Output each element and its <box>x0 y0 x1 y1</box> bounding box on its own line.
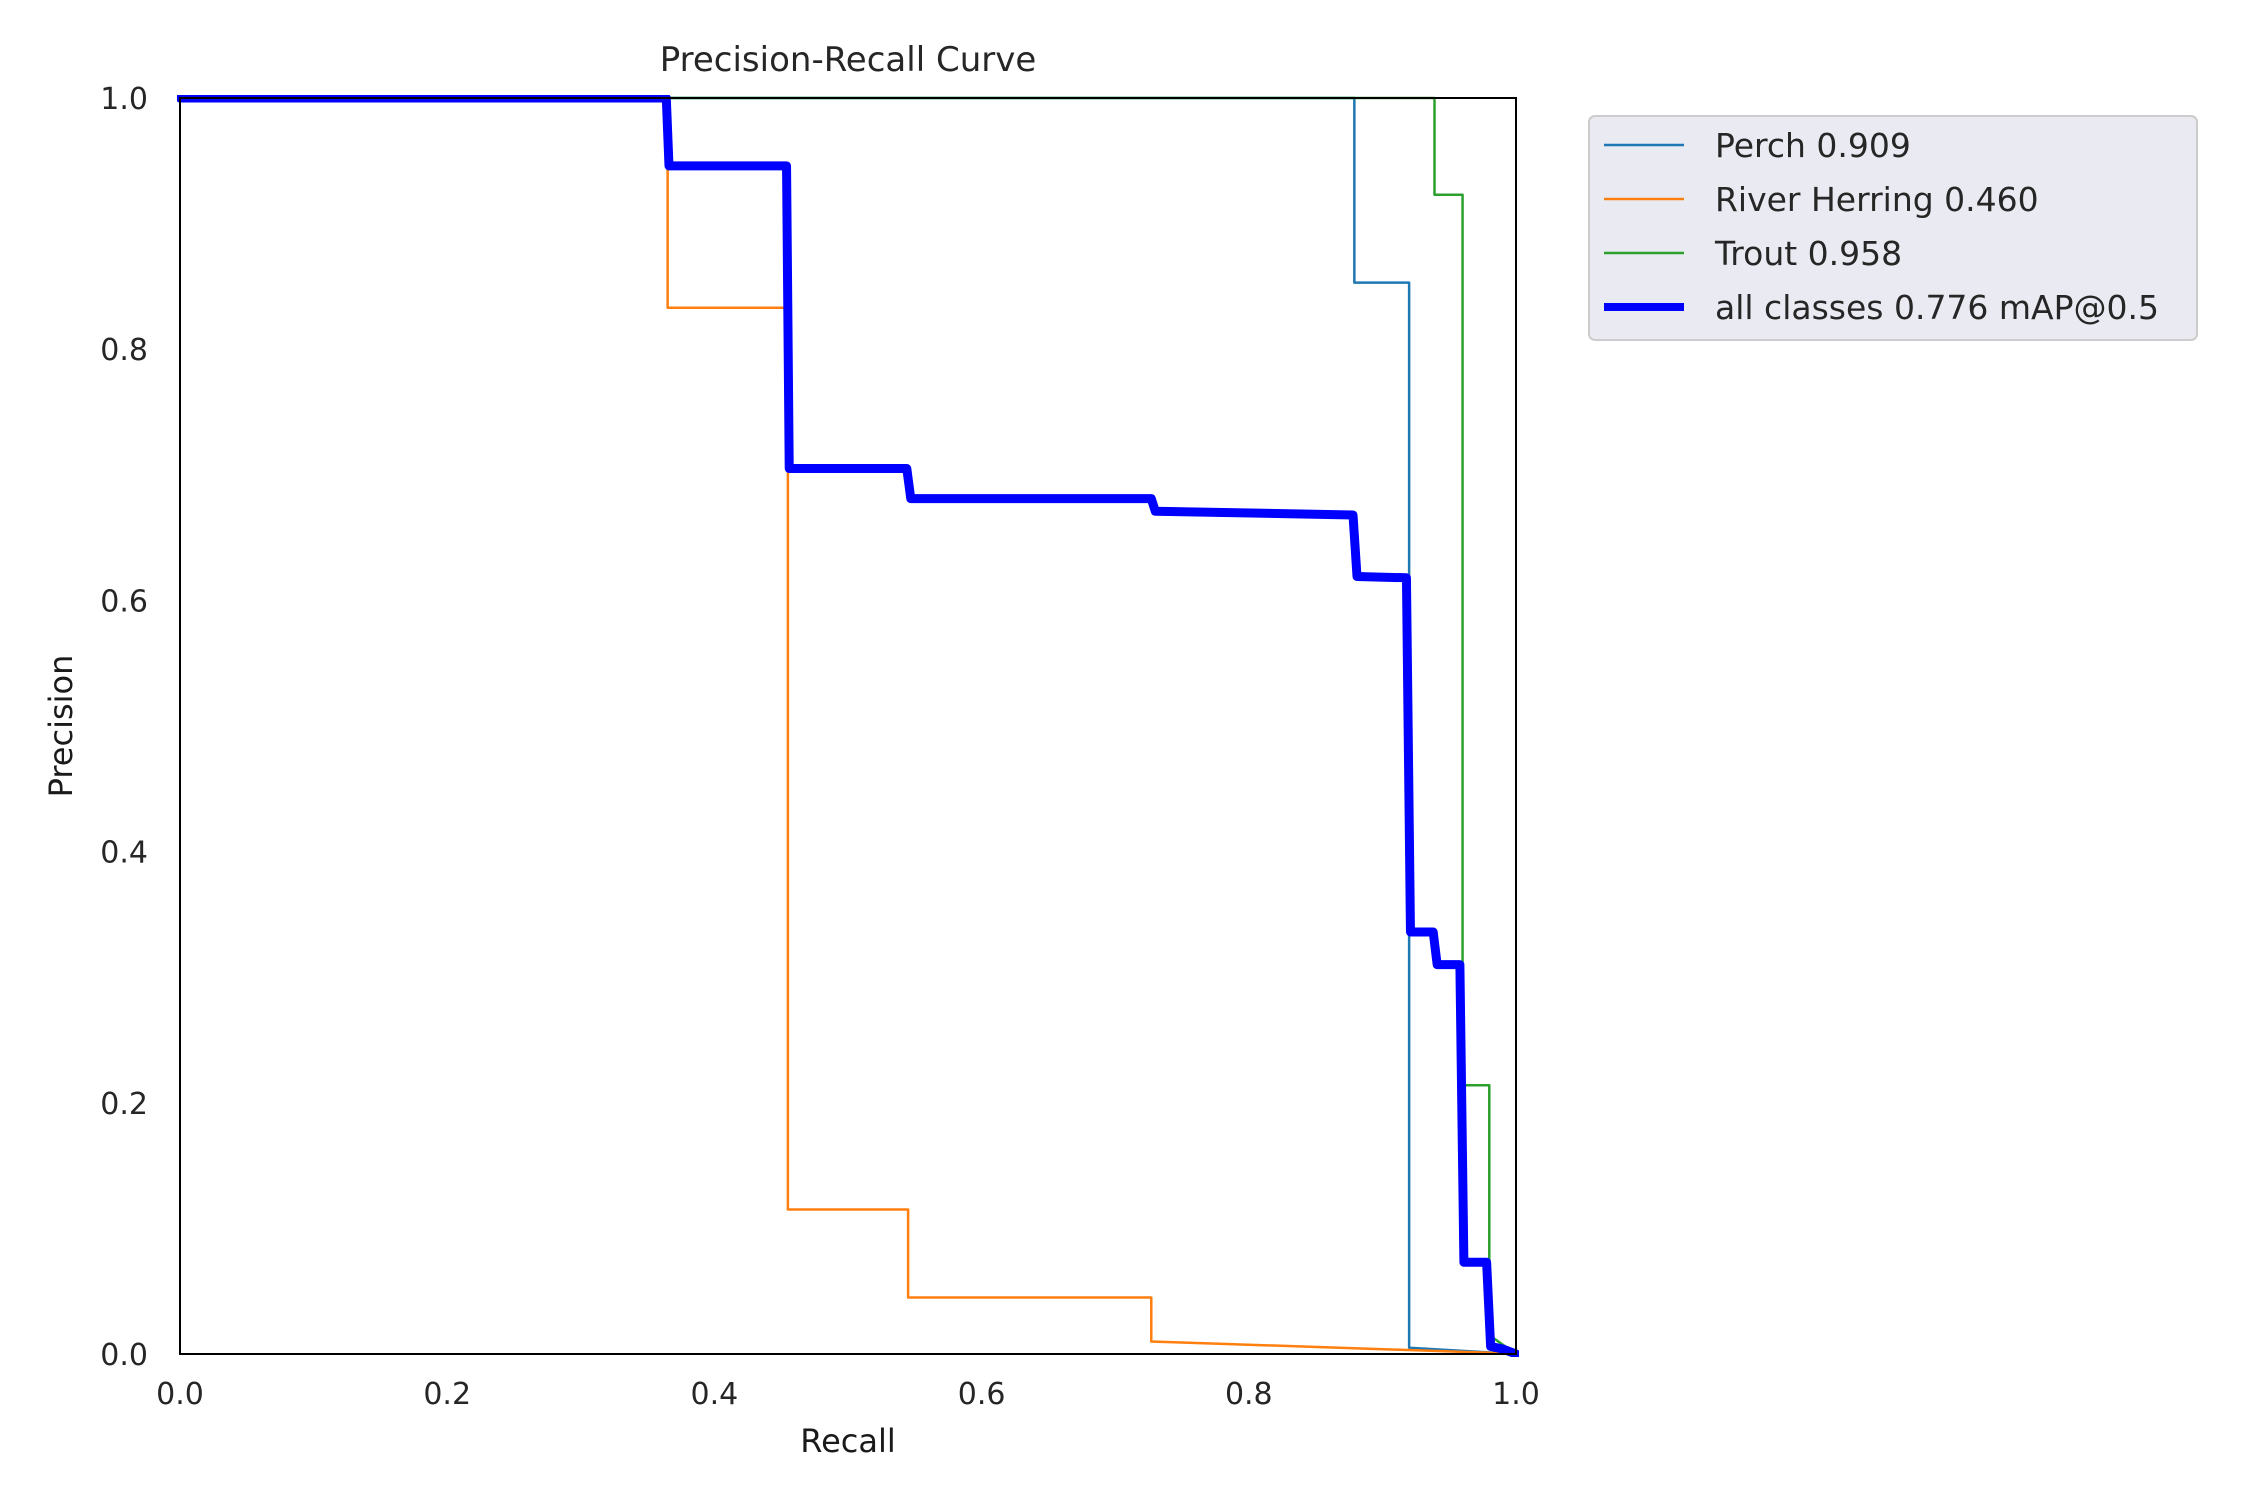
x-tick-label: 0.2 <box>423 1377 471 1412</box>
x-tick-label: 0.6 <box>958 1377 1006 1412</box>
x-axis-ticks: 0.0 0.2 0.4 0.6 0.8 1.0 <box>156 1377 1540 1412</box>
legend-label: Trout 0.958 <box>1714 234 1902 273</box>
x-axis-label: Recall <box>800 1422 895 1460</box>
y-tick-label: 1.0 <box>100 82 148 117</box>
plot-frame <box>179 97 1517 1355</box>
legend-label: River Herring 0.460 <box>1715 180 2039 219</box>
y-axis-ticks: 0.0 0.2 0.4 0.6 0.8 1.0 <box>100 82 148 1373</box>
y-tick-label: 0.8 <box>100 333 148 368</box>
legend-label: Perch 0.909 <box>1715 126 1911 165</box>
y-tick-label: 0.0 <box>100 1338 148 1373</box>
y-tick-label: 0.6 <box>100 584 148 619</box>
x-tick-label: 0.4 <box>691 1377 739 1412</box>
y-tick-label: 0.2 <box>100 1087 148 1122</box>
legend: Perch 0.909 River Herring 0.460 Trout 0.95… <box>1588 115 2198 341</box>
x-tick-label: 1.0 <box>1492 1377 1540 1412</box>
x-tick-label: 0.0 <box>156 1377 204 1412</box>
legend-label: all classes 0.776 mAP@0.5 <box>1715 288 2159 327</box>
y-axis-label: Precision <box>42 655 80 798</box>
series-line-river <box>178 96 1518 1356</box>
x-tick-label: 0.8 <box>1225 1377 1273 1412</box>
legend-box <box>1588 115 2198 341</box>
chart-title: Precision-Recall Curve <box>660 40 1037 80</box>
y-tick-label: 0.4 <box>100 836 148 871</box>
series-line-all-all <box>177 95 1519 1357</box>
